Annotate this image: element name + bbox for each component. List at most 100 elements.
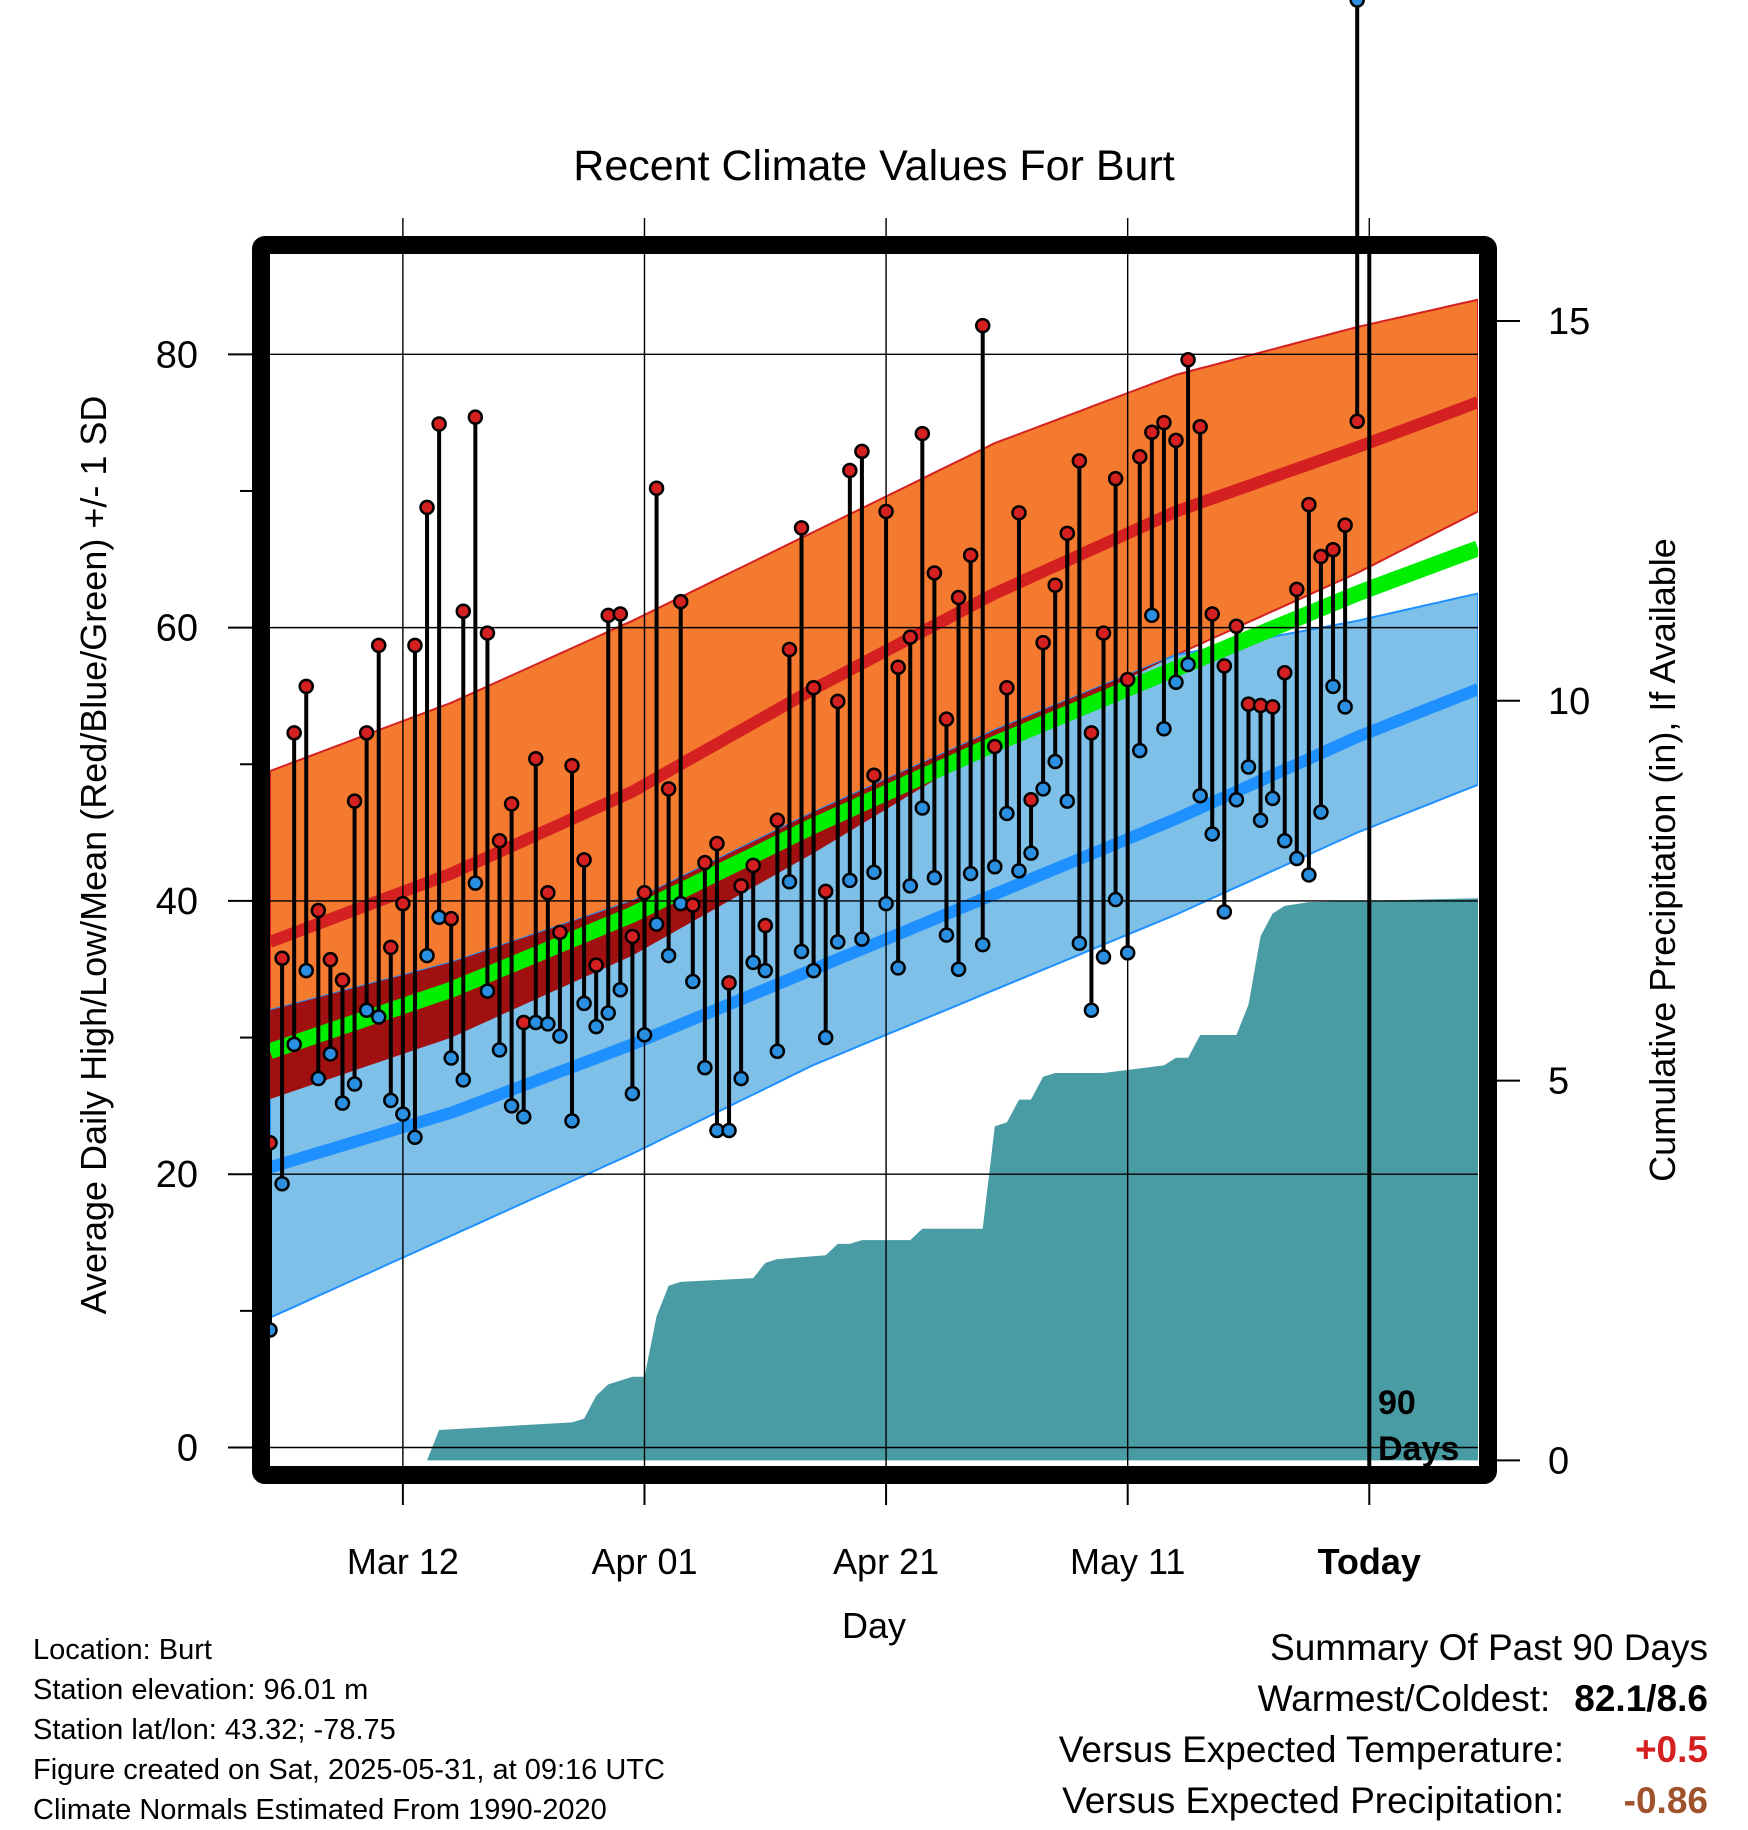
daily-low-point — [383, 1092, 399, 1109]
daily-low-point — [1059, 793, 1076, 809]
precip-anomaly-value: -0.86 — [1623, 1780, 1708, 1821]
daily-high-point — [745, 857, 761, 874]
daily-high-point — [962, 547, 979, 563]
daily-high-point — [769, 812, 786, 829]
daily-low-point — [576, 995, 592, 1012]
daily-low-point — [588, 1018, 604, 1035]
y2-tick-label: 15 — [1548, 301, 1590, 343]
daily-high-point — [721, 975, 737, 991]
daily-low-point — [974, 936, 991, 953]
daily-high-point — [419, 499, 435, 516]
daily-high-point — [491, 833, 508, 849]
daily-low-point — [346, 1076, 363, 1092]
x-tick-label: May 11 — [1070, 1541, 1185, 1582]
daily-low-point — [1252, 812, 1269, 829]
daily-low-point — [1216, 904, 1233, 920]
daily-low-point — [914, 800, 931, 816]
daily-high-point — [443, 910, 459, 927]
daily-high-point — [576, 852, 592, 868]
daily-low-point — [987, 858, 1003, 875]
daily-high-point — [890, 659, 906, 675]
today-days-count: 90 — [1378, 1384, 1416, 1422]
daily-low-point — [805, 962, 822, 979]
daily-high-point — [1313, 548, 1329, 565]
daily-low-point — [334, 1095, 351, 1111]
daily-low-point — [419, 947, 435, 964]
daily-low-point — [358, 1002, 375, 1018]
station-info: Location: Burt Station elevation: 96.01 … — [33, 1630, 665, 1830]
daily-high-point — [636, 884, 653, 901]
daily-high-point — [455, 603, 472, 619]
daily-high-point — [1289, 581, 1305, 598]
warmest-value: 82.1/8.6 — [1574, 1678, 1708, 1719]
latlon-text: Station lat/lon: 43.32; -78.75 — [33, 1714, 396, 1746]
daily-high-point — [274, 950, 290, 967]
summary-panel: Summary Of Past 90 Days Warmest/Coldest:… — [1059, 1622, 1708, 1826]
daily-high-point — [733, 878, 749, 894]
y2-axis-label: Cumulative Precipitation (in), If Availa… — [1642, 538, 1683, 1182]
summary-heading: Summary Of Past 90 Days — [1270, 1627, 1708, 1668]
daily-low-point — [902, 878, 918, 894]
daily-high-point — [395, 895, 411, 912]
daily-low-point — [552, 1028, 568, 1044]
normals-text: Climate Normals Estimated From 1990-2020 — [33, 1794, 607, 1826]
daily-high-point — [503, 796, 520, 812]
daily-low-point — [793, 943, 810, 960]
temp-anomaly-label: Versus Expected Temperature: — [1058, 1729, 1564, 1770]
daily-low-point — [866, 864, 882, 880]
daily-high-point — [552, 924, 568, 941]
daily-high-point — [624, 928, 641, 945]
daily-high-point — [685, 897, 701, 913]
daily-low-point — [950, 961, 967, 977]
daily-high-point — [938, 711, 955, 727]
daily-low-point — [721, 1122, 737, 1139]
daily-high-point — [346, 793, 363, 809]
daily-low-point — [999, 805, 1015, 822]
daily-low-point — [1107, 891, 1124, 908]
y-tick-label: 40 — [156, 881, 198, 923]
summary-temp-row: Versus Expected Temperature: +0.5 — [1059, 1724, 1708, 1775]
daily-low-point — [817, 1029, 834, 1046]
daily-high-point — [467, 409, 484, 425]
daily-high-point — [1168, 432, 1184, 449]
daily-high-point — [1228, 618, 1245, 634]
plot-border — [252, 236, 1497, 1484]
daily-low-point — [830, 934, 846, 950]
daily-low-point — [1264, 790, 1281, 807]
daily-low-point — [1313, 804, 1329, 820]
daily-high-point — [1071, 453, 1088, 469]
summary-precip-row: Versus Expected Precipitation: -0.86 — [1059, 1775, 1708, 1826]
y2-tick-label: 5 — [1548, 1061, 1569, 1103]
daily-low-point — [938, 927, 955, 943]
daily-low-point — [1240, 759, 1257, 775]
daily-high-point — [987, 738, 1003, 755]
daily-low-point — [1192, 787, 1208, 804]
daily-low-point — [1071, 935, 1088, 952]
daily-high-point — [757, 917, 774, 934]
normal-high-line — [270, 396, 1478, 948]
y-tick-label: 20 — [156, 1154, 198, 1196]
y-axis-label: Average Daily High/Low/Mean (Red/Blue/Gr… — [73, 396, 114, 1315]
daily-low-point — [878, 895, 894, 912]
daily-low-point — [1011, 863, 1027, 879]
daily-high-point — [999, 679, 1015, 696]
daily-high-point — [334, 972, 351, 988]
y-tick-label: 0 — [177, 1428, 198, 1470]
daily-low-point — [1289, 850, 1305, 867]
y2-tick-label: 10 — [1548, 681, 1590, 723]
daily-high-point — [310, 902, 327, 919]
daily-low-point — [1325, 678, 1341, 695]
daily-high-point — [1047, 577, 1063, 594]
daily-low-point — [491, 1042, 508, 1058]
chart-title: Recent Climate Values For Burt — [573, 142, 1174, 190]
daily-high-point — [1276, 664, 1293, 681]
daily-high-point — [528, 751, 544, 767]
daily-low-point — [322, 1046, 339, 1062]
daily-high-point — [914, 425, 931, 442]
y-tick-label: 80 — [156, 334, 198, 376]
daily-high-point — [1325, 541, 1341, 558]
x-axis-label: Day — [842, 1605, 906, 1646]
daily-low-point — [660, 947, 677, 964]
daily-high-point — [1144, 424, 1160, 440]
elevation-text: Station elevation: 96.01 m — [33, 1674, 369, 1706]
